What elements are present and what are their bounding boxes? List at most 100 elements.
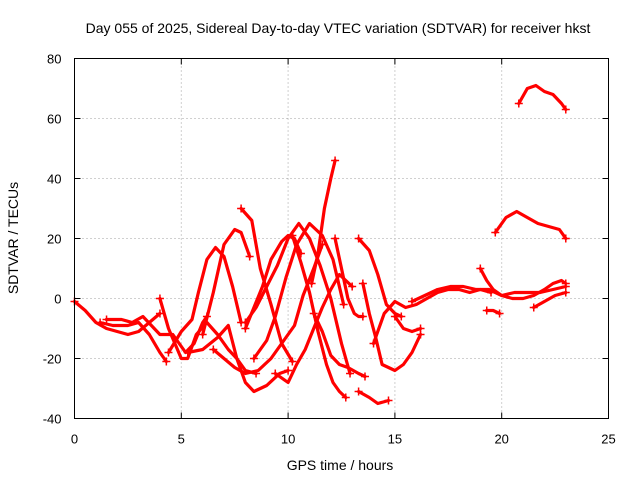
series-pass-8 [209,240,327,376]
data-point [284,366,293,375]
data-point [164,348,173,357]
x-tick-label: 25 [601,432,615,447]
series-pass-15 [309,309,369,381]
data-point [331,156,340,165]
series-pass-1 [70,297,164,337]
data-point [331,234,340,243]
y-tick-label: 0 [54,292,61,307]
series-line [312,311,367,379]
data-point [309,309,318,318]
data-point [390,312,399,321]
data-point [102,315,111,324]
series-line [290,233,348,400]
series-line [371,287,493,346]
data-point [339,300,348,309]
data-point [416,324,425,333]
series-line [98,320,168,364]
data-point [561,288,570,297]
x-tick-labels: 0 5 10 15 20 25 [71,432,616,447]
series-pass-25 [482,306,504,318]
data-point [354,234,363,243]
data-point [241,324,250,333]
data-point [96,318,105,327]
series-pass-26 [529,288,570,312]
data-point [476,264,485,273]
data-point [249,354,258,363]
x-tick-label: 0 [71,432,78,447]
data-point [348,282,357,291]
series-line [243,221,352,376]
series-pass-7 [198,227,254,339]
series-pass-21 [369,287,496,348]
tick-marks [74,58,609,419]
series-line [493,209,568,241]
series-line [361,281,423,373]
data-point [162,357,171,366]
series-pass-16 [307,156,340,288]
series-line [72,299,162,337]
series-line [532,290,568,310]
series-line [478,266,568,301]
data-point [183,348,192,357]
y-tick-label: -40 [43,412,62,427]
series-line [201,227,252,337]
data-point [155,294,164,303]
data-point [288,357,297,366]
data-point [360,372,369,381]
data-point [245,252,254,261]
data-point [354,387,363,396]
y-tick-label: 40 [47,172,61,187]
series-pass-5 [164,245,246,357]
chart-title: Day 055 of 2025, Sidereal Day-to-day VTE… [86,20,591,36]
data-point [491,228,500,237]
series-line [273,272,354,385]
x-axis-label: GPS time / hours [287,457,394,473]
x-tick-label: 5 [178,432,185,447]
data-point [341,393,350,402]
x-tick-label: 10 [281,432,295,447]
data-point [561,234,570,243]
series-pass-18 [354,234,406,321]
x-tick-label: 20 [494,432,508,447]
data-point [209,345,218,354]
series-line [357,389,391,406]
series-pass-6 [183,323,293,394]
data-point [529,303,538,312]
data-point [561,279,570,288]
series-pass-22 [390,312,425,334]
data-point [482,306,491,315]
series-line [517,83,568,112]
series-pass-13 [271,272,357,385]
data-point [369,339,378,348]
series-pass-14 [288,231,350,402]
y-tick-label: 20 [47,232,61,247]
series-pass-4 [155,294,261,378]
series-line [211,242,324,376]
series-pass-19 [358,279,425,373]
y-axis-label: SDTVAR / TECUs [5,182,21,294]
series-layer [70,83,570,406]
series-pass-2 [96,318,171,366]
data-point [358,312,367,321]
x-tick-label: 15 [388,432,402,447]
series-pass-20 [354,387,393,406]
data-point [271,369,280,378]
data-point [495,309,504,318]
series-line [357,236,403,319]
series-pass-24 [476,264,570,301]
series-line [393,314,423,334]
series-line [310,158,337,286]
data-point [288,231,297,240]
y-tick-label: 80 [47,52,61,67]
data-point [307,279,316,288]
y-tick-label: 60 [47,112,61,127]
data-point [358,279,367,288]
series-pass-27 [491,209,570,243]
series-pass-28 [514,83,570,114]
y-tick-label: -20 [43,352,62,367]
y-tick-labels: -40 -20 0 20 40 60 80 [43,52,62,427]
data-point [514,99,523,108]
series-line [166,245,243,355]
data-point [407,297,416,306]
